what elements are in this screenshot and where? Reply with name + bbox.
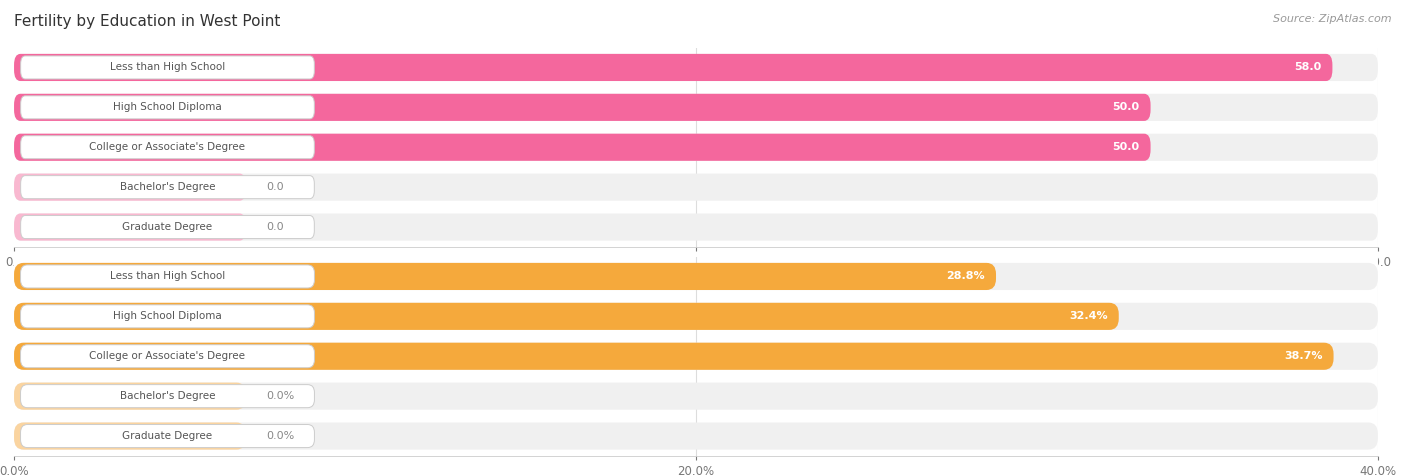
- Text: 38.7%: 38.7%: [1284, 351, 1323, 361]
- FancyBboxPatch shape: [14, 422, 1378, 450]
- FancyBboxPatch shape: [21, 425, 315, 447]
- FancyBboxPatch shape: [14, 342, 1378, 370]
- Text: Graduate Degree: Graduate Degree: [122, 222, 212, 232]
- FancyBboxPatch shape: [21, 265, 315, 288]
- FancyBboxPatch shape: [21, 345, 315, 368]
- Text: 28.8%: 28.8%: [946, 271, 986, 282]
- Text: 0.0%: 0.0%: [266, 391, 295, 401]
- FancyBboxPatch shape: [14, 54, 1378, 81]
- FancyBboxPatch shape: [14, 173, 246, 201]
- FancyBboxPatch shape: [14, 133, 1150, 161]
- FancyBboxPatch shape: [21, 216, 315, 238]
- Text: 0.0: 0.0: [266, 182, 284, 192]
- Text: College or Associate's Degree: College or Associate's Degree: [90, 142, 246, 152]
- FancyBboxPatch shape: [14, 303, 1378, 330]
- FancyBboxPatch shape: [21, 385, 315, 408]
- FancyBboxPatch shape: [21, 96, 315, 119]
- Text: High School Diploma: High School Diploma: [112, 311, 222, 322]
- FancyBboxPatch shape: [21, 305, 315, 328]
- FancyBboxPatch shape: [14, 263, 995, 290]
- FancyBboxPatch shape: [14, 422, 246, 450]
- FancyBboxPatch shape: [14, 382, 246, 410]
- Text: Fertility by Education in West Point: Fertility by Education in West Point: [14, 14, 280, 29]
- Text: College or Associate's Degree: College or Associate's Degree: [90, 351, 246, 361]
- Text: 50.0: 50.0: [1112, 102, 1140, 113]
- FancyBboxPatch shape: [14, 133, 1378, 161]
- FancyBboxPatch shape: [14, 213, 1378, 241]
- FancyBboxPatch shape: [14, 54, 1333, 81]
- Text: Source: ZipAtlas.com: Source: ZipAtlas.com: [1274, 14, 1392, 24]
- Text: High School Diploma: High School Diploma: [112, 102, 222, 113]
- Text: 58.0: 58.0: [1295, 62, 1322, 73]
- FancyBboxPatch shape: [14, 303, 1119, 330]
- FancyBboxPatch shape: [21, 56, 315, 79]
- FancyBboxPatch shape: [14, 94, 1378, 121]
- FancyBboxPatch shape: [14, 382, 1378, 410]
- Text: Less than High School: Less than High School: [110, 62, 225, 73]
- Text: 32.4%: 32.4%: [1069, 311, 1108, 322]
- Text: 50.0: 50.0: [1112, 142, 1140, 152]
- Text: Graduate Degree: Graduate Degree: [122, 431, 212, 441]
- FancyBboxPatch shape: [21, 136, 315, 159]
- FancyBboxPatch shape: [14, 213, 246, 241]
- FancyBboxPatch shape: [14, 94, 1150, 121]
- FancyBboxPatch shape: [14, 263, 1378, 290]
- Text: Bachelor's Degree: Bachelor's Degree: [120, 391, 215, 401]
- Text: 0.0%: 0.0%: [266, 431, 295, 441]
- FancyBboxPatch shape: [14, 342, 1333, 370]
- Text: Less than High School: Less than High School: [110, 271, 225, 282]
- Text: Bachelor's Degree: Bachelor's Degree: [120, 182, 215, 192]
- FancyBboxPatch shape: [14, 173, 1378, 201]
- Text: 0.0: 0.0: [266, 222, 284, 232]
- FancyBboxPatch shape: [21, 176, 315, 199]
